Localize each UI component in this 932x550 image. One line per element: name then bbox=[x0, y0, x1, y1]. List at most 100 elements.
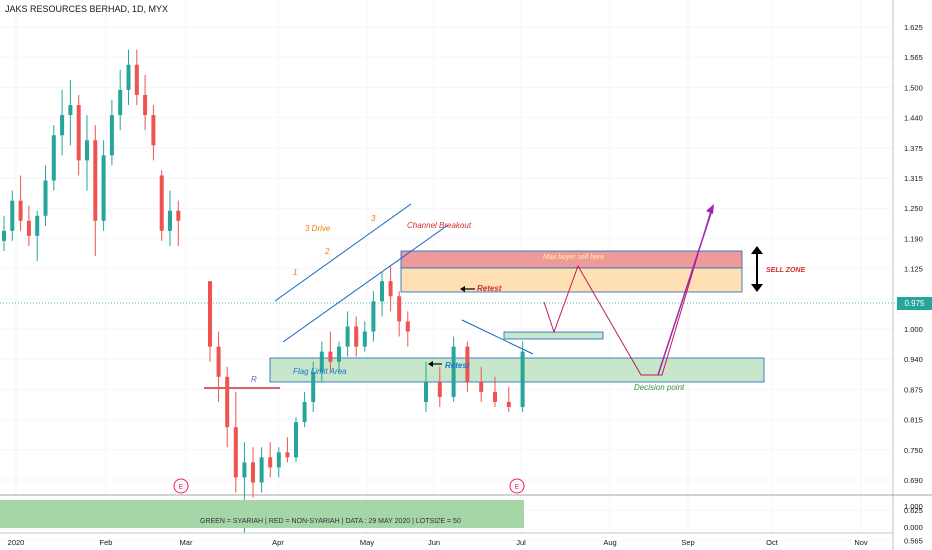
candle-body[interactable] bbox=[208, 281, 212, 347]
candle-body[interactable] bbox=[465, 346, 470, 382]
candle-body[interactable] bbox=[126, 64, 131, 90]
candle-body[interactable] bbox=[493, 391, 497, 402]
time-tick-label: Oct bbox=[766, 538, 779, 547]
price-tick-label: 0.565 bbox=[904, 536, 923, 545]
candle-body[interactable] bbox=[388, 281, 393, 297]
time-tick-label: 2020 bbox=[8, 538, 25, 547]
candle-body[interactable] bbox=[233, 427, 238, 478]
candle-body[interactable] bbox=[259, 457, 264, 483]
time-tick-label: Jun bbox=[428, 538, 440, 547]
candle-body[interactable] bbox=[276, 452, 281, 468]
candle-body[interactable] bbox=[26, 220, 31, 236]
candle-body[interactable] bbox=[93, 140, 98, 221]
price-tick-label: 1.500 bbox=[904, 83, 923, 92]
candle-body[interactable] bbox=[479, 381, 484, 392]
time-tick-label: Nov bbox=[854, 538, 868, 547]
candle-body[interactable] bbox=[451, 346, 456, 397]
candle-body[interactable] bbox=[380, 281, 384, 302]
candle-body[interactable] bbox=[43, 180, 48, 216]
candle-body[interactable] bbox=[134, 64, 139, 95]
candle-body[interactable] bbox=[328, 351, 333, 362]
price-axis[interactable]: 1.625 1.565 1.500 1.440 1.375 1.315 1.250 1.190… bbox=[904, 23, 923, 545]
price-tick-label: 1.565 bbox=[904, 53, 923, 62]
r-label: R bbox=[251, 375, 257, 384]
channel-breakout-label: Channel Breakout bbox=[407, 221, 472, 230]
candle-body[interactable] bbox=[354, 326, 359, 347]
candle-body[interactable] bbox=[68, 105, 73, 116]
channel-lower-line bbox=[282, 224, 449, 343]
earnings-marker-1-label: E bbox=[179, 484, 184, 491]
price-tick-label: 1.375 bbox=[904, 144, 923, 153]
breakout-projection bbox=[657, 206, 714, 376]
candle-body[interactable] bbox=[285, 452, 290, 458]
candle-body[interactable] bbox=[345, 326, 350, 347]
candle-body[interactable] bbox=[216, 346, 221, 377]
candle-body[interactable] bbox=[176, 210, 181, 221]
candle-body[interactable] bbox=[225, 376, 230, 428]
candle-body[interactable] bbox=[60, 115, 65, 136]
chart-title: JAKS RESOURCES BERHAD, 1D, MYX bbox=[5, 4, 169, 14]
candle-body[interactable] bbox=[143, 94, 148, 116]
candle-body[interactable] bbox=[268, 457, 273, 468]
sell-zone-box bbox=[400, 267, 743, 293]
retest-arrow-top-head bbox=[460, 286, 465, 292]
candle-body[interactable] bbox=[520, 351, 525, 408]
max-buyer-label: Max buyer sell here bbox=[543, 254, 604, 261]
price-tick-label: 0.690 bbox=[904, 476, 923, 485]
retest-bottom-label: Retest bbox=[445, 361, 470, 370]
candle-body[interactable] bbox=[302, 401, 307, 423]
price-tick-label: 0.750 bbox=[904, 446, 923, 455]
sell-zone-label: SELL ZONE bbox=[766, 267, 805, 274]
candle-body[interactable] bbox=[362, 331, 367, 347]
retest-top-label: Retest bbox=[477, 284, 502, 293]
sell-arrow-top bbox=[751, 246, 763, 254]
price-tick-label: 0.940 bbox=[904, 355, 923, 364]
earnings-marker-2-label: E bbox=[515, 484, 520, 491]
candle-body[interactable] bbox=[294, 422, 298, 458]
decision-point-label: Decision point bbox=[634, 383, 685, 392]
time-tick-label: Apr bbox=[272, 538, 284, 547]
time-tick-label: Jul bbox=[516, 538, 526, 547]
indicator-axis: 1.000 0.000 bbox=[904, 502, 923, 532]
footer-legend-box: GREEN = SYARIAH | RED = NON-SYARIAH | DA… bbox=[0, 500, 524, 528]
current-price-badge: 0.975 bbox=[897, 297, 932, 310]
flag-limit-label: Flag Limit Area bbox=[293, 367, 347, 376]
candle-body[interactable] bbox=[251, 462, 255, 483]
price-tick-label: 1.315 bbox=[904, 174, 923, 183]
candle-body[interactable] bbox=[85, 140, 89, 161]
candle-body[interactable] bbox=[405, 321, 410, 332]
price-tick-label: 1.000 bbox=[904, 325, 923, 334]
candle-body[interactable] bbox=[51, 135, 56, 181]
candle-body[interactable] bbox=[18, 200, 23, 221]
candle-body[interactable] bbox=[10, 200, 15, 231]
candle-body[interactable] bbox=[118, 89, 123, 116]
candle-body[interactable] bbox=[506, 401, 511, 408]
candle-body[interactable] bbox=[76, 105, 81, 161]
candle-body[interactable] bbox=[101, 155, 106, 221]
candle-body[interactable] bbox=[437, 381, 442, 397]
candle-body[interactable] bbox=[319, 351, 324, 372]
time-tick-label: May bbox=[360, 538, 374, 547]
candle-body[interactable] bbox=[311, 371, 316, 402]
candle-body[interactable] bbox=[151, 115, 156, 146]
candle-body[interactable] bbox=[109, 115, 114, 156]
price-tick-label: 1.250 bbox=[904, 204, 923, 213]
candle-body[interactable] bbox=[168, 210, 172, 231]
candle-body[interactable] bbox=[2, 230, 6, 241]
earnings-marker-2[interactable] bbox=[509, 478, 525, 494]
price-tick-label: 1.190 bbox=[904, 234, 923, 243]
candle-body[interactable] bbox=[371, 301, 376, 332]
small-green-box bbox=[503, 331, 604, 340]
candle-body[interactable] bbox=[35, 215, 40, 236]
price-tick-label: 1.625 bbox=[904, 23, 923, 32]
time-axis[interactable]: 2020 Feb Mar Apr May Jun Jul Aug Sep Oct Nov bbox=[8, 538, 868, 547]
earnings-marker-1[interactable] bbox=[173, 478, 189, 494]
candle-body[interactable] bbox=[159, 175, 164, 231]
candle-body[interactable] bbox=[242, 462, 247, 478]
candle-body[interactable] bbox=[424, 381, 428, 402]
price-tick-label: 0.815 bbox=[904, 416, 923, 425]
drive-label: 3 Drive bbox=[305, 224, 331, 233]
candle-body[interactable] bbox=[337, 346, 341, 362]
candle-body[interactable] bbox=[397, 296, 402, 322]
